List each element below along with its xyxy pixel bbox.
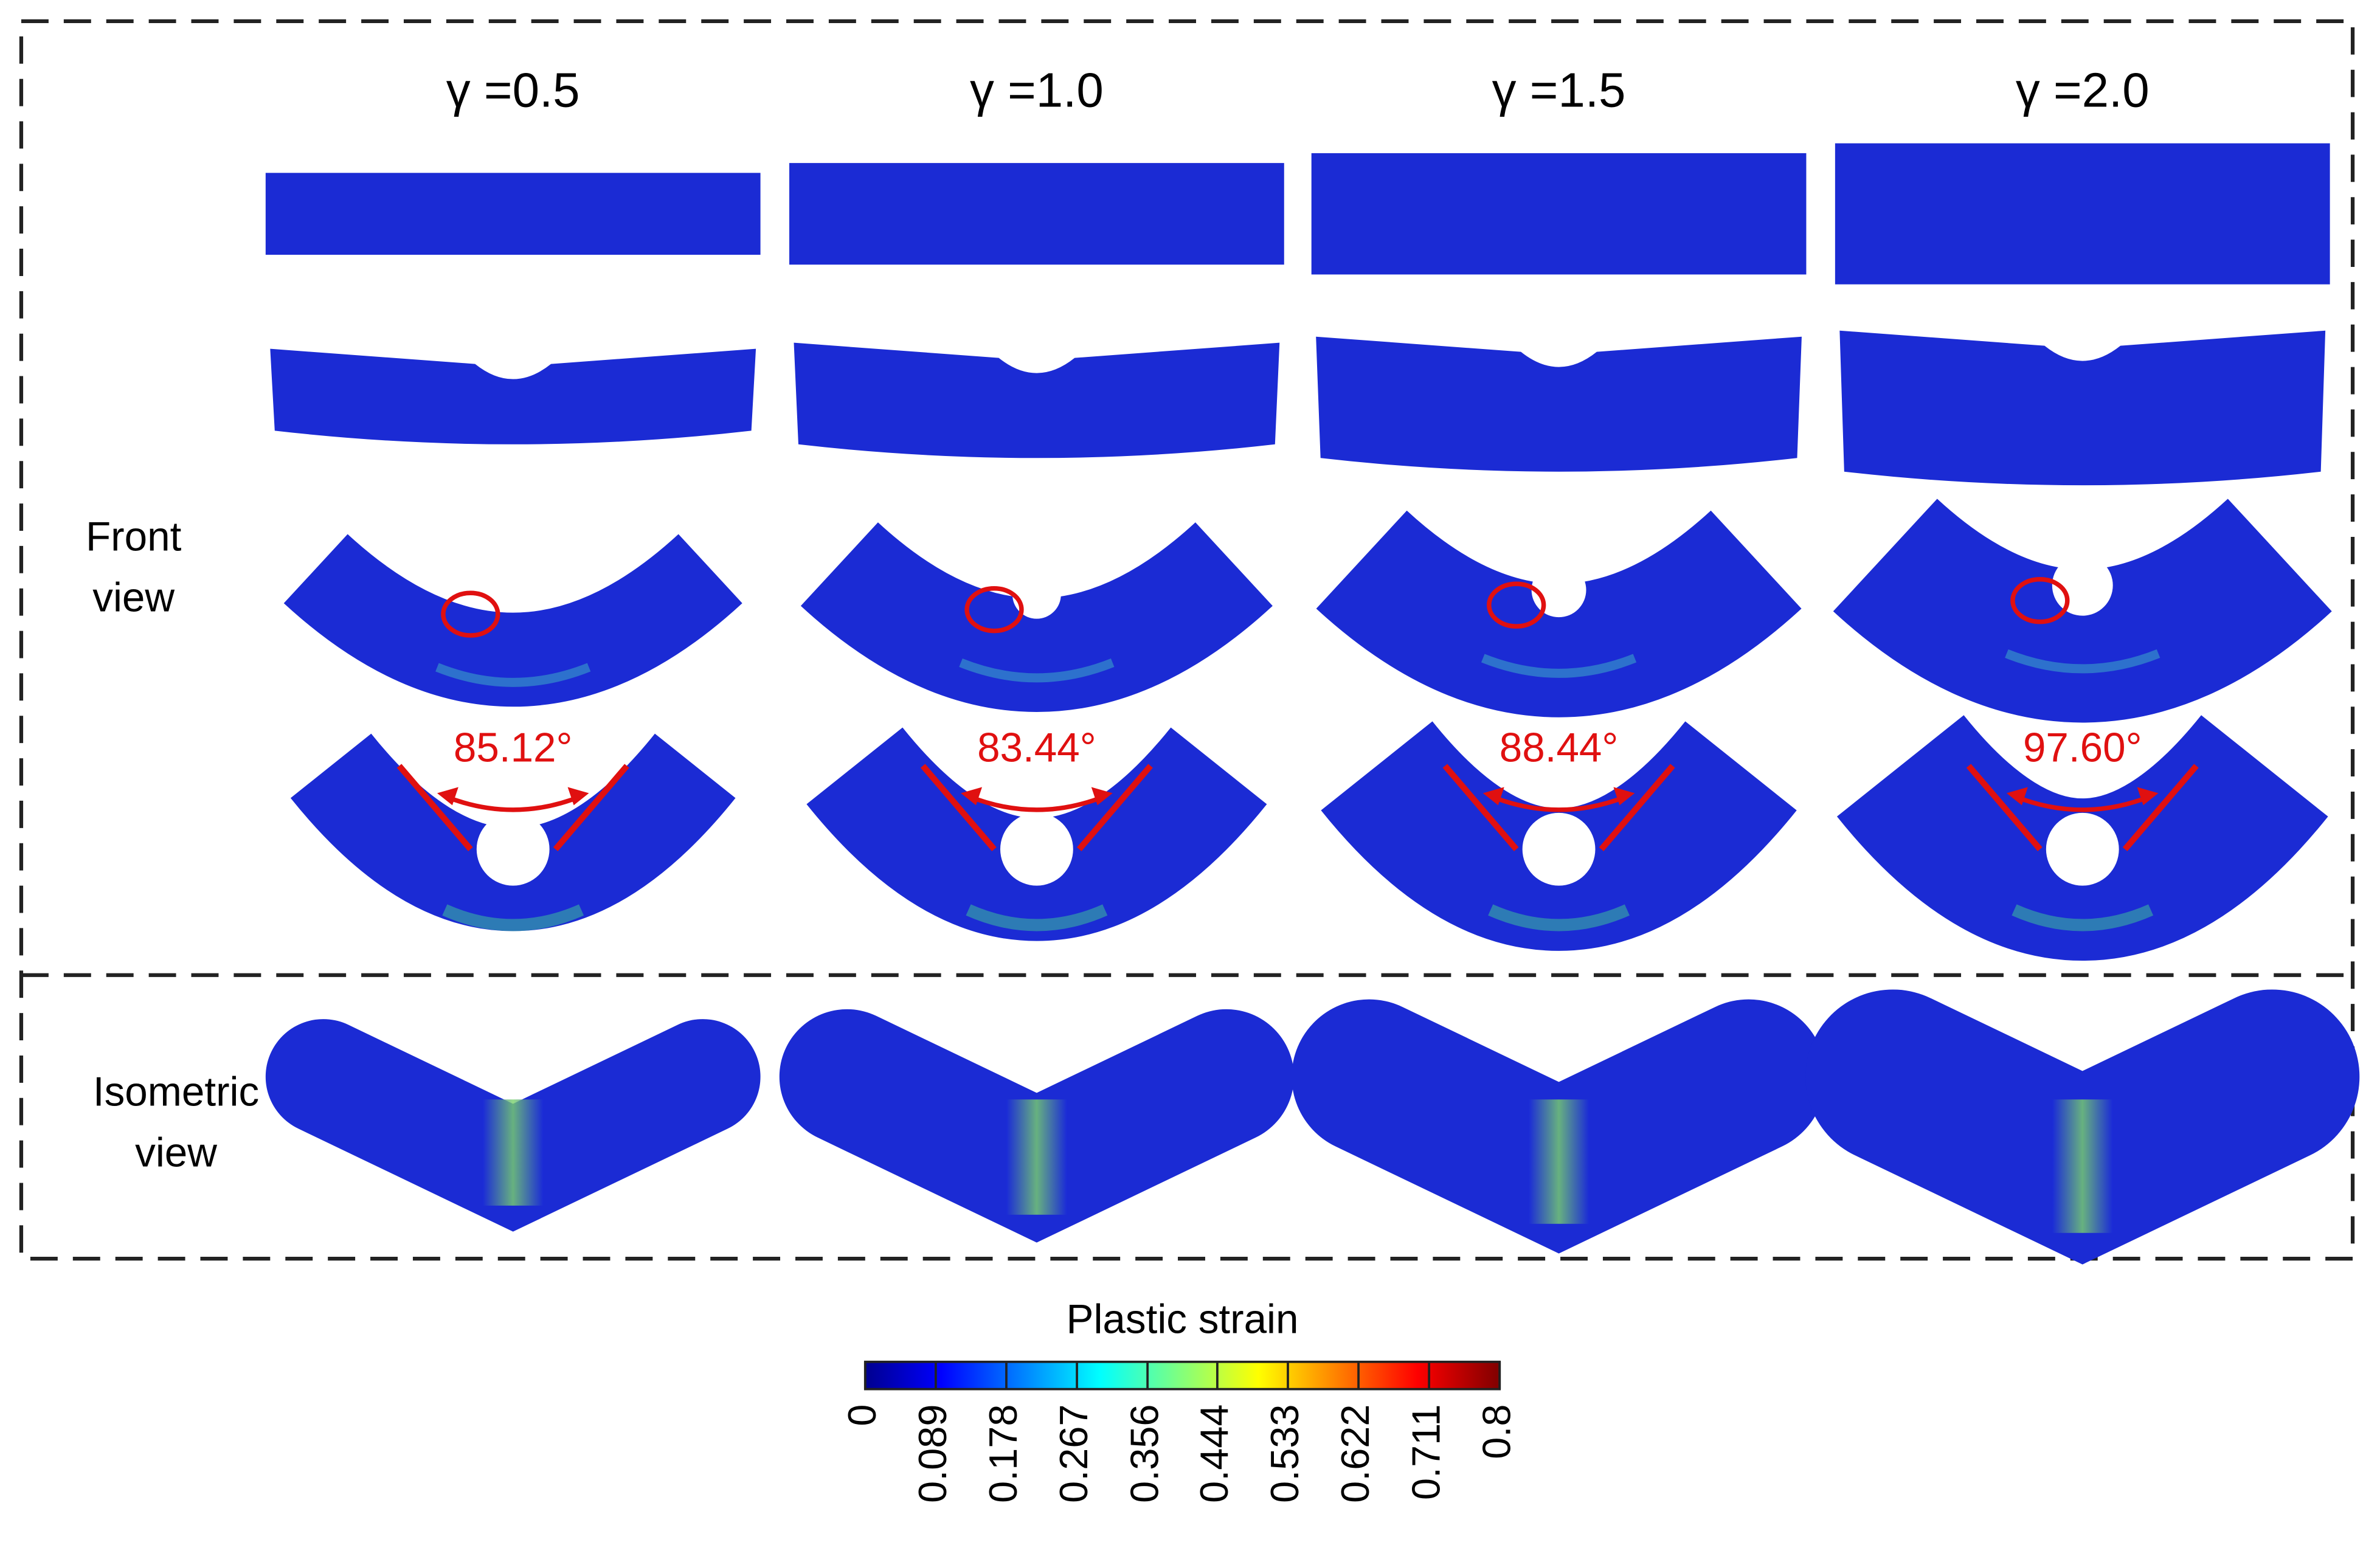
- strain-zone: [966, 904, 1108, 931]
- tick-label: 0.8: [1474, 1405, 1518, 1459]
- tick-label: 0.356: [1122, 1405, 1166, 1503]
- beam: [800, 522, 1273, 712]
- strain-zone: [435, 663, 591, 687]
- strain-zone: [1481, 654, 1637, 678]
- angle-arc: [443, 793, 583, 812]
- tick-label: 0.444: [1192, 1405, 1236, 1503]
- angle-line: [1442, 764, 1519, 851]
- colorbar: [863, 1360, 1501, 1391]
- notch: [1012, 570, 1061, 619]
- angle-arc: [2013, 793, 2152, 812]
- row-label: view: [92, 575, 175, 621]
- marker: [964, 586, 1024, 634]
- strain-zone: [959, 658, 1115, 683]
- beam: [1839, 330, 2326, 486]
- row-label: Isometric: [93, 1070, 259, 1115]
- angle-line: [1076, 764, 1153, 851]
- arrowhead: [2006, 787, 2159, 806]
- strain-zone: [2005, 649, 2160, 674]
- angle-arc: [967, 793, 1106, 812]
- arrowhead: [437, 787, 589, 806]
- strain-zone: [482, 1099, 544, 1206]
- beam: [1316, 336, 1802, 472]
- angle-label: 97.60°: [2023, 725, 2142, 770]
- strain-zone: [442, 904, 584, 931]
- row-label: Front: [86, 514, 182, 560]
- angle-line: [2122, 764, 2199, 851]
- beam: [1316, 510, 1802, 717]
- beam: [1311, 153, 1807, 275]
- beam: [265, 173, 761, 255]
- frame: [19, 19, 2355, 1261]
- beam: [1835, 143, 2330, 285]
- column-title: γ =1.5: [1492, 63, 1626, 117]
- beam: [789, 163, 1284, 265]
- tick-label: 0.178: [981, 1405, 1025, 1503]
- angle-line: [553, 764, 629, 851]
- marker: [2010, 577, 2070, 624]
- tick-label: 0.267: [1051, 1405, 1096, 1503]
- tick-label: 0.533: [1262, 1405, 1307, 1503]
- tick-label: 0.622: [1333, 1405, 1377, 1503]
- notch: [1531, 562, 1586, 618]
- notch: [476, 812, 550, 886]
- notch: [1522, 812, 1596, 886]
- tick-label: 0: [840, 1405, 884, 1426]
- beam: [794, 342, 1280, 458]
- notch: [2046, 812, 2119, 886]
- angle-line: [396, 764, 473, 851]
- tick-label: 0.089: [910, 1405, 955, 1503]
- angle-label: 83.44°: [977, 725, 1096, 770]
- marker: [1487, 581, 1546, 629]
- angle-label: 88.44°: [1500, 725, 1619, 770]
- colorbar-title: Plastic strain: [1067, 1297, 1299, 1343]
- row-label: view: [135, 1130, 217, 1175]
- beam: [1833, 498, 2332, 723]
- angle-line: [920, 764, 997, 851]
- strain-zone: [1528, 1099, 1590, 1224]
- arrowhead: [961, 787, 1113, 806]
- strain-zone: [1006, 1099, 1067, 1215]
- angle-line: [1966, 764, 2043, 851]
- column-title: γ =1.0: [970, 63, 1104, 117]
- beam: [283, 534, 742, 707]
- column-title: γ =0.5: [446, 63, 580, 117]
- column-title: γ =2.0: [2016, 63, 2150, 117]
- notch: [1000, 812, 1073, 886]
- strain-zone: [2012, 904, 2154, 931]
- strain-zone: [2052, 1099, 2113, 1233]
- tick-label: 0.711: [1403, 1405, 1448, 1500]
- strain-zone: [1488, 904, 1630, 931]
- angle-label: 85.12°: [454, 725, 573, 770]
- beam: [270, 348, 756, 444]
- arrowhead: [1482, 787, 1635, 806]
- marker: [441, 590, 500, 638]
- angle-line: [1599, 764, 1675, 851]
- angle-arc: [1489, 793, 1628, 812]
